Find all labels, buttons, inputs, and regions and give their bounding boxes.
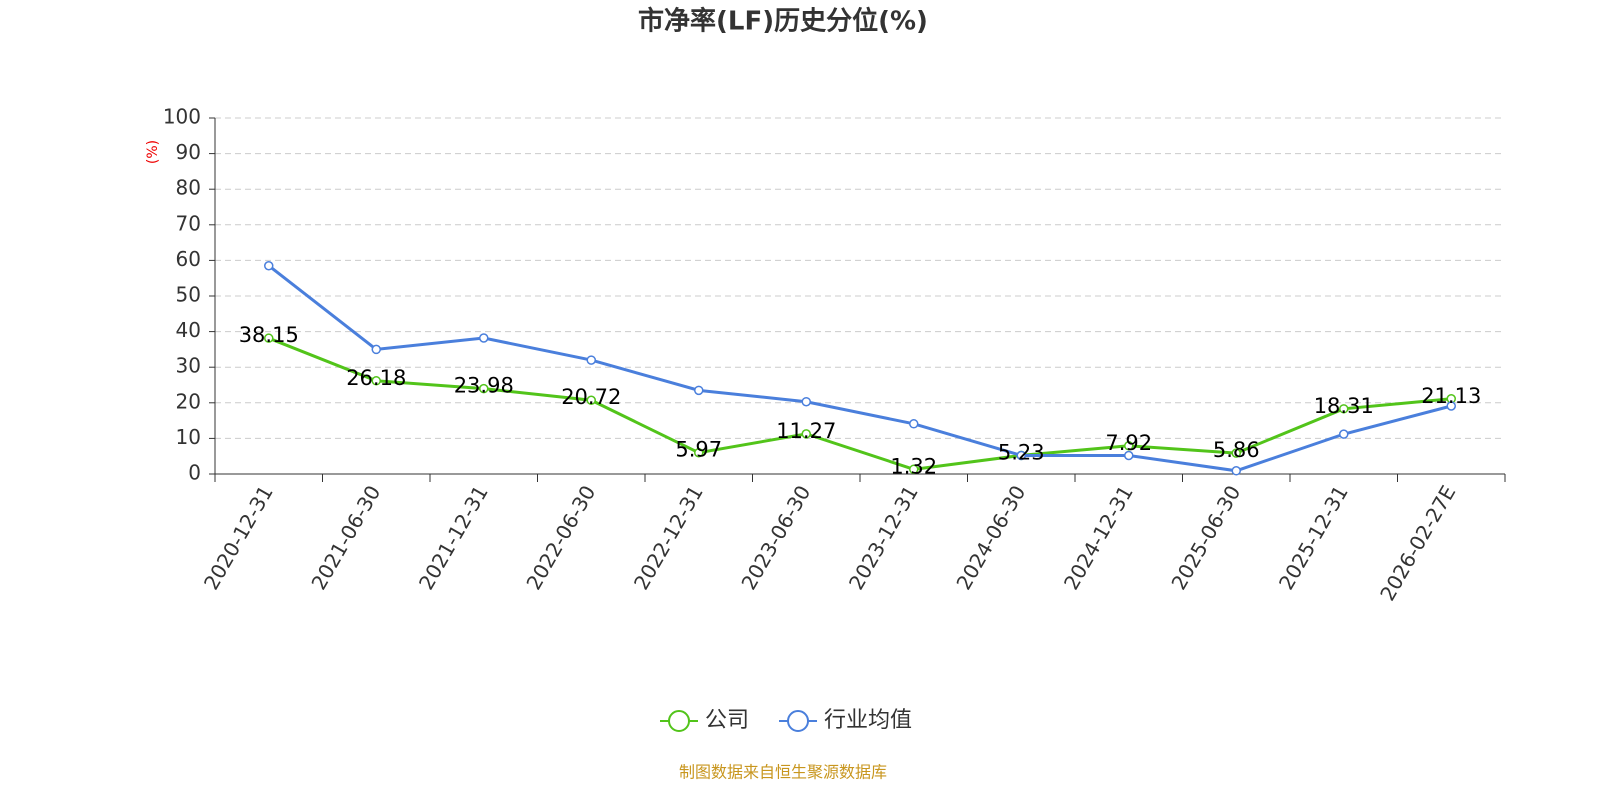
legend-marker: [787, 710, 810, 732]
legend-marker: [668, 710, 690, 732]
data-label: 21.13: [1421, 384, 1481, 408]
x-tick-label: 2023-06-30: [736, 481, 815, 594]
x-tick-label: 2021-12-31: [414, 481, 493, 594]
x-tick-label: 2024-12-31: [1059, 481, 1138, 594]
y-tick-label: 70: [176, 211, 201, 235]
point: [694, 385, 704, 396]
point: [1446, 401, 1456, 411]
x-tick-label: 2025-06-30: [1166, 481, 1245, 594]
point: [264, 260, 274, 271]
point: [694, 447, 704, 458]
point: [479, 333, 489, 343]
source-note: 制图数据来自恒生聚源数据库: [679, 763, 887, 782]
point: [1016, 450, 1026, 461]
y-tick-label: 20: [176, 389, 201, 413]
point: [586, 395, 596, 405]
series-line: [268, 336, 1452, 471]
point: [1124, 441, 1134, 451]
data-label: 20.72: [561, 385, 621, 409]
y-tick-label: 30: [176, 354, 201, 378]
x-tick-label: 2023-12-31: [844, 481, 923, 594]
point: [909, 419, 919, 429]
y-tick-label: 50: [176, 283, 201, 307]
x-tick-label: 2021-06-30: [306, 481, 385, 594]
point: [479, 383, 489, 394]
point: [1339, 429, 1349, 439]
data-label: 38.15: [239, 323, 299, 347]
point: [1231, 448, 1241, 458]
point: [371, 376, 381, 386]
point: [801, 396, 811, 407]
x-tick-label: 2020-12-31: [199, 481, 278, 594]
legend-label[interactable]: 公司: [705, 708, 749, 733]
data-label: 1.32: [890, 454, 937, 478]
data-label: 5.23: [998, 440, 1045, 464]
y-tick-label: 90: [176, 140, 201, 164]
point: [1124, 450, 1134, 461]
legend-label[interactable]: 行业均值: [824, 708, 912, 733]
y-tick-label: 60: [176, 247, 201, 271]
data-label: 18.31: [1314, 394, 1374, 418]
y-tick-label: 40: [176, 318, 201, 342]
series-line: [267, 264, 1452, 473]
point: [264, 333, 274, 343]
y-tick-label: 10: [176, 425, 201, 449]
x-tick-label: 2025-12-31: [1274, 481, 1353, 594]
x-tick-label: 2026-02-27E: [1375, 481, 1460, 605]
point: [1339, 404, 1349, 414]
point: [1231, 466, 1241, 476]
x-tick-label: 2024-06-30: [951, 481, 1030, 594]
point: [909, 464, 919, 475]
data-label: 7.92: [1105, 431, 1152, 455]
x-tick-label: 2022-12-31: [629, 481, 708, 594]
x-tick-label: 2022-06-30: [521, 481, 600, 594]
point: [586, 355, 596, 365]
data-label: 5.86: [1213, 438, 1260, 462]
chart-title: 市净率(LF)历史分位(%): [638, 6, 928, 37]
y-tick-label: 80: [176, 176, 201, 200]
point: [801, 429, 811, 439]
data-label: 26.18: [346, 366, 406, 390]
data-label: 5.97: [675, 438, 722, 462]
point: [371, 344, 381, 355]
y-tick-label: 0: [188, 461, 201, 485]
y-axis-label: (%): [145, 140, 161, 164]
data-label: 11.27: [776, 419, 836, 443]
data-label: 23.98: [454, 374, 514, 398]
y-tick-label: 100: [163, 105, 201, 129]
